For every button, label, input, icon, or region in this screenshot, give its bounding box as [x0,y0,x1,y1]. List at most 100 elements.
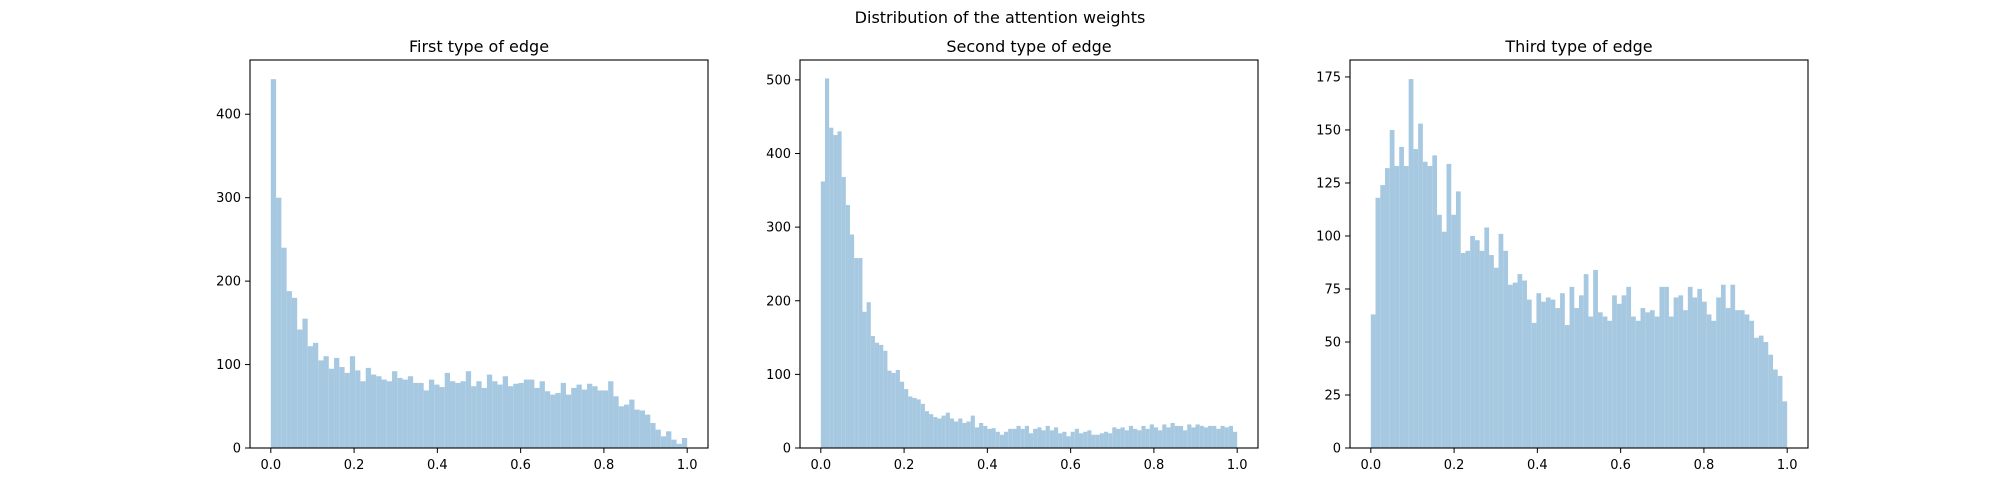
axes-title: First type of edge [409,37,549,56]
histogram-bar [1768,354,1773,448]
bars [270,79,688,448]
x-tick-label: 0.6 [510,458,531,473]
y-tick-label: 25 [1324,388,1341,403]
histogram-bar [1725,308,1731,448]
histogram-bar [1020,428,1025,448]
histogram-bar [1403,166,1409,448]
histogram-bar [1133,428,1138,448]
histogram-bar [908,396,913,448]
histogram-bar [281,247,287,448]
y-tick-label: 300 [766,221,791,236]
histogram-bar [1091,434,1096,448]
histogram-bar [360,381,366,448]
histogram-bar [608,381,614,448]
histogram-bar [344,372,350,448]
histogram-bar [518,382,524,448]
histogram-bar [916,399,921,448]
histogram-bar [555,392,561,448]
histogram-bar [1128,425,1134,448]
histogram-bar [1183,430,1188,448]
histogram-bar [376,376,382,448]
histogram-bar [365,367,371,448]
histogram-bar [1782,401,1788,448]
histogram-bar [1602,316,1608,448]
histogram-bar [1460,252,1466,448]
histogram-bar [1730,284,1736,448]
y-tick-label: 500 [766,73,791,88]
histogram-bar [1413,149,1419,449]
histogram-bar [1149,424,1154,448]
histogram-bar [887,370,892,448]
histogram-bar [1763,341,1769,448]
histogram-bar [381,379,387,448]
histogram-bar [820,181,825,449]
histogram-bar [1408,79,1414,448]
y-tick-label: 75 [1324,282,1341,297]
axes-title: Second type of edge [946,37,1111,56]
histogram-bar [1145,428,1150,448]
histogram-bar [1220,425,1225,448]
histogram-bar [1012,428,1017,448]
histogram-bar [1228,425,1234,448]
y-tick-label: 100 [766,368,791,383]
histogram-third-type-of-edge: 0.0 0.2 0.4 0.6 0.8 1.0 0 25 50 75 100 125 150 175 Thi… [1316,37,1809,473]
histogram-bar [904,389,909,448]
y-tick-label: 125 [1316,176,1341,191]
histogram-bar [1370,314,1376,448]
histogram-bar [1116,428,1121,448]
histogram-bar [1749,320,1755,448]
histogram-bar [618,406,624,448]
histogram-bar [866,302,871,448]
histogram-bar [1070,431,1075,448]
histogram-bar [1029,433,1034,448]
histogram-bar [1120,427,1125,448]
histogram-bar [920,403,925,448]
histogram-bar [1744,314,1750,448]
histogram-bar [1441,231,1447,448]
histogram-bar [592,386,598,448]
histogram-bar [1498,233,1504,448]
axes-title: Third type of edge [1504,37,1652,56]
histogram-bar [1095,434,1100,448]
histogram-bar [1108,433,1113,448]
histogram-bar [302,318,308,448]
histogram-bar [434,384,440,448]
histogram-bar [1616,303,1622,448]
histogram-bar [1612,295,1617,448]
histogram-bar [523,379,530,448]
histogram-bar [937,418,942,448]
histogram-bar [1451,214,1456,448]
histogram-bar [407,376,414,448]
histogram-bar [1640,308,1646,448]
histogram-bar [328,368,335,448]
histogram-bar [655,429,661,448]
histogram-bar [1649,310,1655,448]
histogram-bar [1394,166,1400,448]
histogram-bar [613,396,619,448]
histogram-bar [660,436,667,448]
histogram-bar [991,428,996,448]
y-tick-label: 0 [1333,442,1341,457]
histogram-bar [1141,425,1146,448]
histogram-bar [1078,433,1084,448]
histogram-bar [1526,299,1532,448]
histogram-bar [1399,146,1404,448]
histogram-bar [544,391,551,448]
histogram-bar [428,379,435,448]
histogram-bar [349,356,356,448]
histogram-bar [1702,301,1707,448]
axes-frame [799,59,1259,449]
histogram-bar [1103,431,1109,448]
histogram-bar [1484,227,1490,448]
histogram-bar [529,379,535,448]
histogram-bar [1739,310,1745,448]
histogram-bar [307,346,313,448]
histogram-bar [824,78,830,448]
histogram-bar [1058,433,1063,448]
histogram-bar [444,372,451,448]
histogram-bar [1489,255,1494,448]
histogram-bar [286,291,292,448]
histogram-bar [1711,320,1717,448]
histogram-second-type-of-edge: 0.0 0.2 0.4 0.6 0.8 1.0 0 100 200 300 400 500 Second… [766,37,1259,473]
histogram-bar [1621,295,1627,448]
